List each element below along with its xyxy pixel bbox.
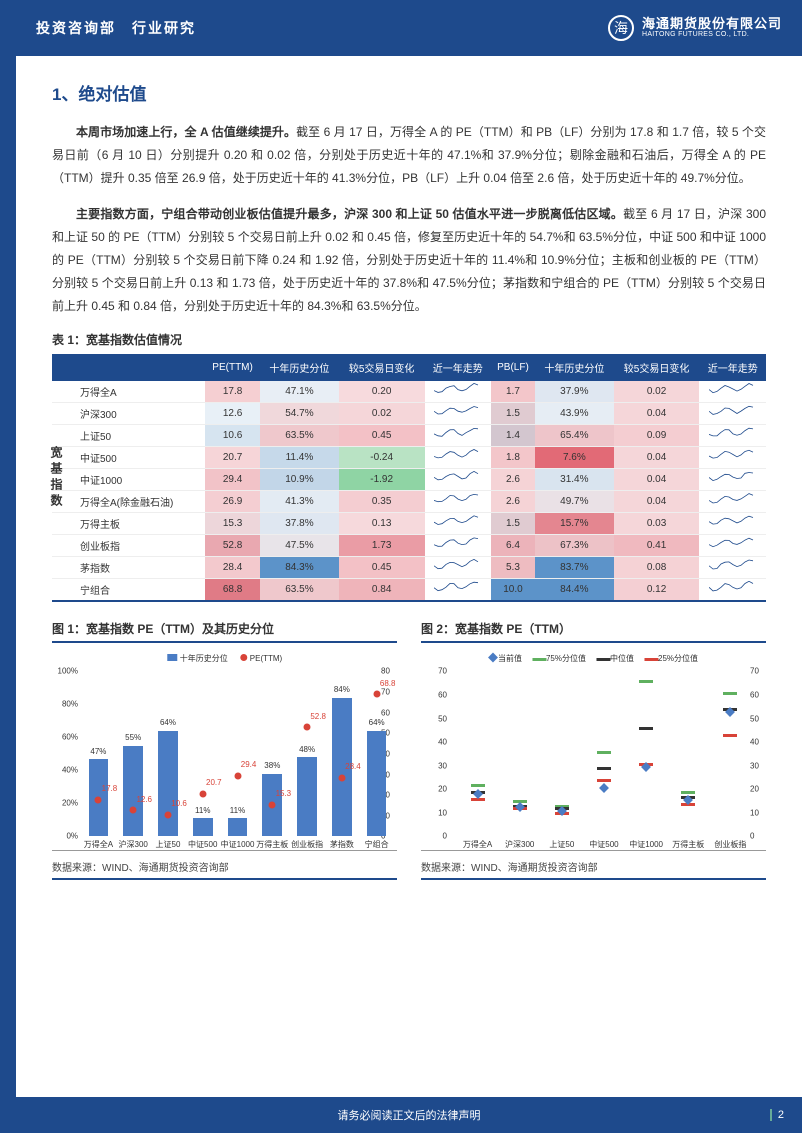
left-sidebar — [0, 0, 16, 1133]
table-row: 茅指数28.484.3%0.455.383.7%0.08 — [52, 557, 766, 579]
chart2-title: 图 2：宽基指数 PE（TTM） — [421, 620, 766, 643]
chart2-area: 当前值 75%分位值 中位值 25%分位值 010203040506070 01… — [421, 651, 766, 851]
header-title: 投资咨询部 行业研究 — [36, 18, 196, 38]
page-header: 投资咨询部 行业研究 海 海通期货股份有限公司 HAITONG FUTURES … — [16, 0, 802, 56]
logo-icon: 海 — [608, 15, 634, 41]
table-col: 十年历史分位 — [260, 355, 339, 380]
table-row: 沪深30012.654.7%0.021.543.9%0.04 — [52, 403, 766, 425]
valuation-table: PE(TTM)十年历史分位较5交易日变化近一年走势PB(LF)十年历史分位较5交… — [52, 354, 766, 602]
table-row: 万得全A(除金融石油)26.941.3%0.352.649.7%0.04 — [52, 491, 766, 513]
page-number: 2 — [770, 1109, 784, 1121]
table-col: 较5交易日变化 — [339, 355, 425, 380]
table-row: 上证5010.663.5%0.451.465.4%0.09 — [52, 425, 766, 447]
chart2-source: 数据来源：WIND、海通期货投资咨询部 — [421, 859, 766, 880]
table-col: PB(LF) — [491, 355, 535, 380]
chart1-source: 数据来源：WIND、海通期货投资咨询部 — [52, 859, 397, 880]
table-col: 近一年走势 — [699, 355, 766, 380]
header-brand: 海 海通期货股份有限公司 HAITONG FUTURES CO., LTD. — [608, 15, 782, 41]
footer-disclaimer: 请务必阅读正文后的法律声明 — [338, 1107, 481, 1123]
table-row: 宁组合68.863.5%0.8410.084.4%0.12 — [52, 579, 766, 602]
table-row: 万得主板15.337.8%0.131.515.7%0.03 — [52, 513, 766, 535]
table-col: 较5交易日变化 — [614, 355, 700, 380]
table-col: 十年历史分位 — [535, 355, 614, 380]
company-name-zh: 海通期货股份有限公司 — [642, 17, 782, 31]
table-side-label: 宽基指数 — [48, 446, 65, 510]
table-row: 中证50020.711.4%-0.241.87.6%0.04 — [52, 447, 766, 469]
table-col: PE(TTM) — [205, 355, 260, 380]
table-row: 中证100029.410.9%-1.922.631.4%0.04 — [52, 469, 766, 491]
company-name-en: HAITONG FUTURES CO., LTD. — [642, 31, 782, 39]
chart2-legend: 当前值 75%分位值 中位值 25%分位值 — [489, 653, 698, 664]
chart1-legend: 十年历史分位 PE(TTM) — [167, 653, 282, 664]
page-footer: 请务必阅读正文后的法律声明 2 — [16, 1097, 802, 1133]
paragraph-2: 主要指数方面，宁组合带动创业板估值提升最多，沪深 300 和上证 50 估值水平… — [52, 203, 766, 317]
table-row: 创业板指52.847.5%1.736.467.3%0.41 — [52, 535, 766, 557]
section-title: 1、绝对估值 — [52, 80, 766, 105]
chart1-title: 图 1：宽基指数 PE（TTM）及其历史分位 — [52, 620, 397, 643]
table-col: 近一年走势 — [425, 355, 492, 380]
table-col — [52, 355, 205, 380]
paragraph-1: 本周市场加速上行，全 A 估值继续提升。截至 6 月 17 日，万得全 A 的 … — [52, 121, 766, 189]
table-row: 万得全A17.847.1%0.201.737.9%0.02 — [52, 380, 766, 403]
chart1-area: 十年历史分位 PE(TTM) 0%20%40%60%80%100% 010203… — [52, 651, 397, 851]
table-title: 表 1：宽基指数估值情况 — [52, 331, 766, 348]
